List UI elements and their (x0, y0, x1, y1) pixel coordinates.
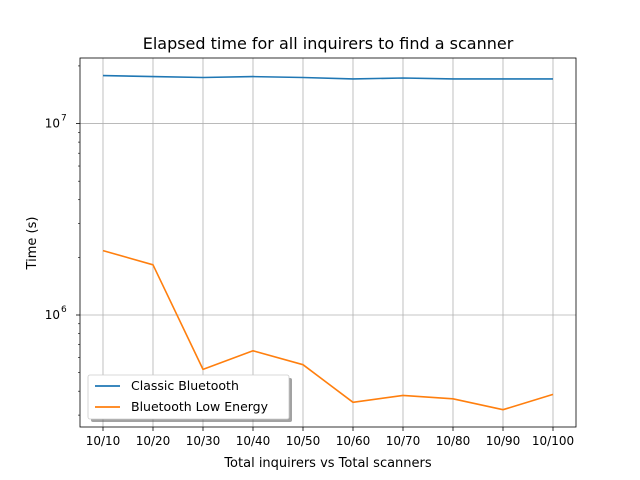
x-tick-label: 10/40 (236, 434, 271, 448)
x-tick-label: 10/30 (186, 434, 221, 448)
series-lines (102, 74, 554, 411)
legend: Classic Bluetooth Bluetooth Low Energy (87, 374, 292, 422)
legend-box (87, 374, 290, 420)
grid-lines (80, 58, 576, 427)
x-tick-label: 10/100 (532, 434, 574, 448)
x-tick-label: 10/90 (486, 434, 521, 448)
y-tick-exponent: 6 (61, 305, 67, 315)
x-tick-label: 10/20 (136, 434, 171, 448)
y-axis-label: Time (s) (25, 217, 40, 271)
plot-frame (79, 57, 577, 428)
y-tick-label: 10 (45, 308, 60, 322)
y-tick-label: 10 (45, 117, 60, 131)
x-tick-label: 10/80 (436, 434, 471, 448)
x-tick-label: 10/10 (86, 434, 121, 448)
legend-label-bluetooth-low-energy: Bluetooth Low Energy (131, 399, 269, 414)
series-line-classic-bluetooth (102, 74, 553, 80)
y-tick-exponent: 7 (61, 114, 67, 124)
x-axis-ticks: 10/10 10/20 10/30 10/40 10/50 10/60 10/70 10/80… (86, 427, 574, 448)
x-tick-label: 10/70 (386, 434, 421, 448)
x-tick-label: 10/50 (286, 434, 321, 448)
series-line-bluetooth-low-energy (102, 249, 554, 411)
x-axis-label: Total inquirers vs Total scanners (223, 456, 432, 471)
x-tick-label: 10/60 (336, 434, 371, 448)
legend-label-classic-bluetooth: Classic Bluetooth (131, 378, 239, 393)
chart-title: Elapsed time for all inquirers to find a… (143, 34, 514, 53)
